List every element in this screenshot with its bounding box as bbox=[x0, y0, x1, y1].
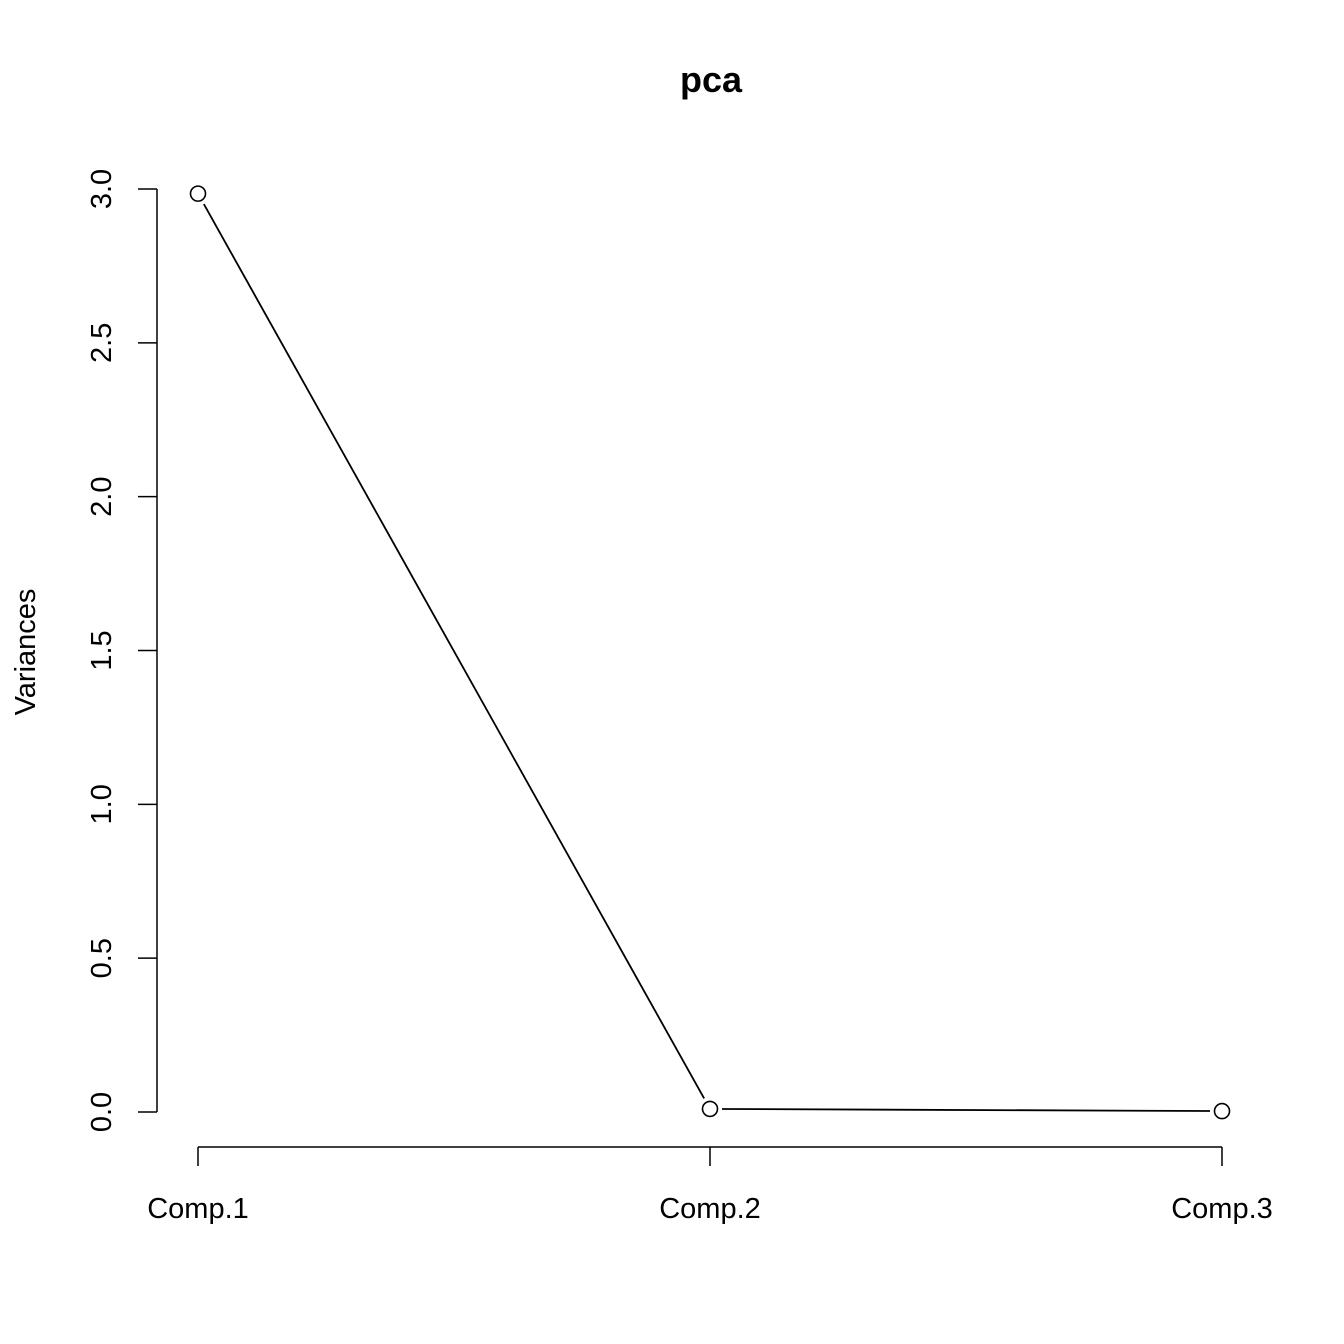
chart-title: pca bbox=[680, 59, 743, 100]
y-axis-label: Variances bbox=[10, 589, 42, 716]
y-tick-label: 3.0 bbox=[86, 169, 118, 209]
x-axis-ticks: Comp.1 Comp.2 Comp.3 bbox=[147, 1147, 1273, 1225]
series-segment bbox=[721, 1108, 1211, 1112]
y-tick-label: 0.5 bbox=[86, 938, 118, 978]
data-point bbox=[701, 1100, 719, 1118]
x-tick-label: Comp.2 bbox=[659, 1193, 761, 1225]
x-tick-label: Comp.3 bbox=[1171, 1193, 1273, 1225]
series-segment bbox=[203, 203, 705, 1099]
y-tick-label: 2.0 bbox=[86, 477, 118, 517]
series-variances bbox=[189, 185, 1231, 1120]
data-point bbox=[189, 185, 207, 202]
x-tick-label: Comp.1 bbox=[147, 1193, 249, 1225]
y-tick-label: 2.5 bbox=[86, 323, 118, 363]
y-tick-label: 1.0 bbox=[86, 784, 118, 824]
data-point bbox=[1213, 1102, 1231, 1120]
y-tick-label: 0.0 bbox=[86, 1092, 118, 1132]
y-tick-label: 1.5 bbox=[86, 630, 118, 670]
y-axis-ticks: 0.0 0.5 1.0 1.5 2.0 2.5 3.0 bbox=[86, 169, 157, 1132]
